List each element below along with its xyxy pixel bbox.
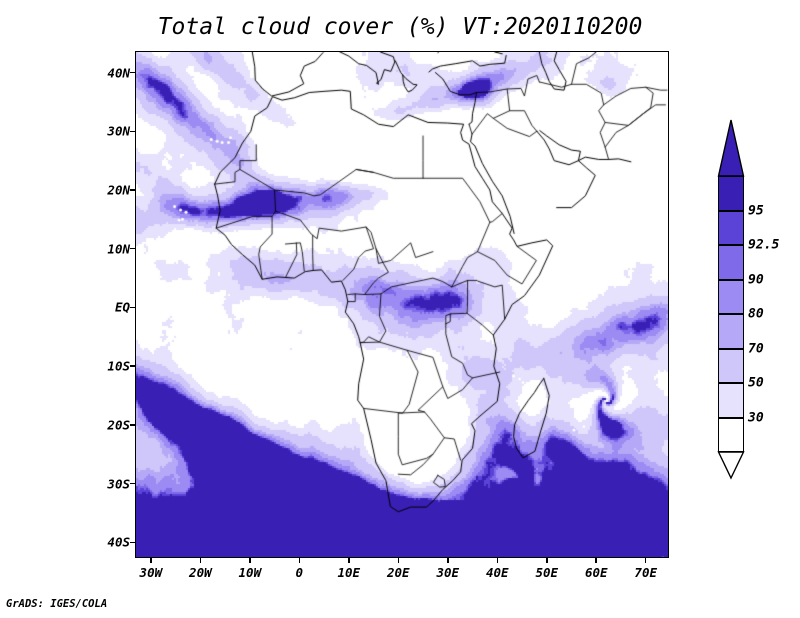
y-axis-tick: [130, 71, 136, 74]
y-axis-tick: [130, 482, 136, 485]
x-axis-tick-label: 30E: [436, 565, 460, 580]
colorbar-segment: [718, 176, 744, 211]
x-axis-tick-label: 40E: [485, 565, 509, 580]
colorbar-segment: [718, 279, 744, 314]
x-axis-tick-label: 0: [295, 565, 304, 580]
x-axis-tick: [496, 557, 498, 563]
x-axis-tick: [150, 557, 152, 563]
colorbar-tick-label: 50: [748, 375, 764, 391]
page-title: Total cloud cover (%) VT:2020110200: [157, 14, 643, 40]
x-axis-tick-label: 50E: [535, 565, 559, 580]
x-axis-tick-label: 30W: [139, 565, 163, 580]
colorbar-arrow-caps: [717, 119, 745, 480]
x-axis-tick: [199, 557, 202, 563]
colorbar-segment: [718, 314, 744, 349]
colorbar-tick-label: 80: [748, 306, 764, 322]
x-axis-tick: [348, 557, 350, 563]
y-axis-tick: [130, 306, 136, 309]
x-axis-tick-label: 10W: [238, 565, 262, 580]
colorbar-tick-label: 92.5: [748, 237, 780, 253]
colorbar-segment: [718, 348, 744, 383]
y-axis-tick-label: 30S: [107, 476, 130, 492]
credit-text: GrADS: IGES/COLA: [6, 598, 108, 610]
x-axis-tick-label: 10E: [337, 565, 361, 580]
y-axis-tick-label: 40S: [107, 534, 130, 550]
x-axis-tick-label: 20E: [386, 565, 410, 580]
colorbar-tick-label: 95: [748, 203, 764, 218]
y-axis-tick: [130, 365, 136, 367]
y-axis-tick-label: 30N: [107, 123, 130, 139]
colorbar-tick-label: 90: [748, 272, 764, 287]
y-axis-tick-label: 20N: [107, 182, 130, 198]
colorbar-segment: [718, 245, 744, 280]
y-axis-tick: [130, 130, 136, 133]
x-axis-tick: [447, 557, 449, 563]
y-axis-tick-label: 20S: [107, 417, 130, 433]
y-axis-tick: [130, 541, 136, 544]
y-axis-tick-label: 10S: [107, 358, 130, 374]
x-axis-tick: [298, 557, 301, 563]
y-axis-tick-label: 10N: [107, 241, 130, 257]
y-axis-tick: [130, 424, 136, 426]
x-axis-tick-label: 70E: [634, 565, 658, 580]
colorbar-tick-label: 30: [748, 410, 764, 425]
colorbar-segment: [718, 417, 744, 452]
colorbar-segment: [718, 210, 744, 245]
x-axis-tick: [249, 557, 251, 563]
x-axis-tick: [397, 557, 400, 563]
colorbar-segment: [718, 383, 744, 418]
y-axis-tick: [130, 247, 136, 250]
y-axis-tick-label: EQ: [114, 299, 130, 315]
colorbar: [717, 119, 745, 480]
map-plot-area: [136, 52, 668, 557]
cloud-cover-map: [136, 52, 668, 557]
x-axis-tick: [546, 557, 548, 563]
x-axis-tick-label: 60E: [584, 565, 608, 580]
x-axis-tick: [644, 557, 647, 563]
x-axis-tick-label: 20W: [189, 565, 212, 580]
y-axis-tick-label: 40N: [107, 65, 130, 81]
x-axis-tick: [595, 557, 597, 563]
y-axis-tick: [130, 189, 136, 191]
colorbar-tick-label: 70: [748, 341, 764, 356]
